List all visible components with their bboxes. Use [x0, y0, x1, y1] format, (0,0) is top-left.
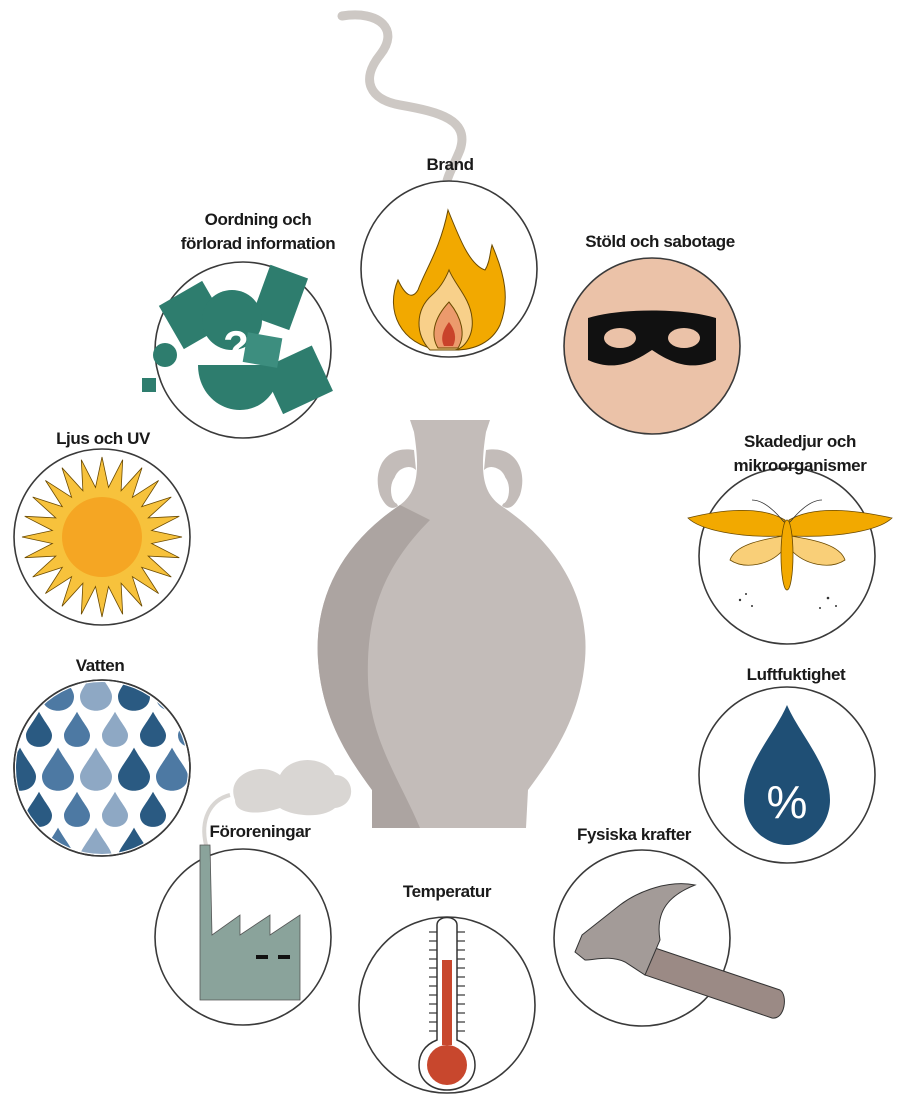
drop	[42, 668, 74, 711]
icon-thermometer-part	[442, 960, 452, 1045]
drop	[194, 668, 226, 711]
icon-moth-part	[781, 520, 793, 590]
node-label: Luftfuktighet	[747, 665, 846, 684]
icon-moth-part	[789, 510, 892, 536]
drop	[194, 748, 226, 791]
icon-moth-part-part	[745, 593, 747, 595]
icon-disorder-part	[142, 378, 156, 392]
icon-moth-part-part	[739, 599, 741, 601]
diagram: ? %	[0, 0, 897, 1099]
icon-disorder-part	[153, 343, 177, 367]
icon-hammer	[554, 850, 784, 1026]
icon-sun	[14, 449, 190, 625]
icon-fire	[361, 181, 537, 357]
icon-pollution-part	[233, 760, 351, 815]
node-label: Ljus och UV	[56, 429, 151, 448]
node-label: Stöld och sabotage	[585, 232, 735, 251]
icon-moth-part-part	[835, 605, 837, 607]
drop	[4, 668, 36, 711]
node-label: Temperatur	[403, 882, 492, 901]
node-label: Oordning och	[205, 210, 312, 229]
icon-disorder: ?	[142, 262, 333, 438]
icon-pollution-part	[256, 955, 268, 959]
node-label: Föroreningar	[210, 822, 312, 841]
percent-sign: %	[767, 776, 808, 828]
icon-thief-part	[668, 328, 700, 348]
icon-humidity: %	[699, 687, 875, 863]
icon-moth	[688, 468, 892, 644]
node-label: mikroorganismer	[734, 456, 868, 475]
vase	[318, 420, 586, 828]
icon-moth-part-part	[751, 605, 753, 607]
icon-thief-part	[604, 328, 636, 348]
drop	[4, 828, 36, 871]
icon-moth-part-part	[819, 607, 821, 609]
node-label: Fysiska krafter	[577, 825, 692, 844]
vase-part	[391, 476, 405, 504]
icon-pollution-part	[278, 955, 290, 959]
node-label: Skadedjur och	[744, 432, 856, 451]
node-label: förlorad information	[181, 234, 335, 253]
sun-disc	[62, 497, 142, 577]
node-label: Brand	[426, 155, 473, 174]
icon-thermometer	[359, 917, 535, 1093]
icon-thief	[564, 258, 740, 434]
vase-part	[495, 476, 509, 504]
icon-thermometer-part	[427, 1045, 467, 1085]
node-label: Vatten	[76, 656, 125, 675]
question-mark: ?	[223, 322, 249, 369]
icon-moth-part-part	[827, 597, 830, 600]
drop	[216, 712, 242, 747]
